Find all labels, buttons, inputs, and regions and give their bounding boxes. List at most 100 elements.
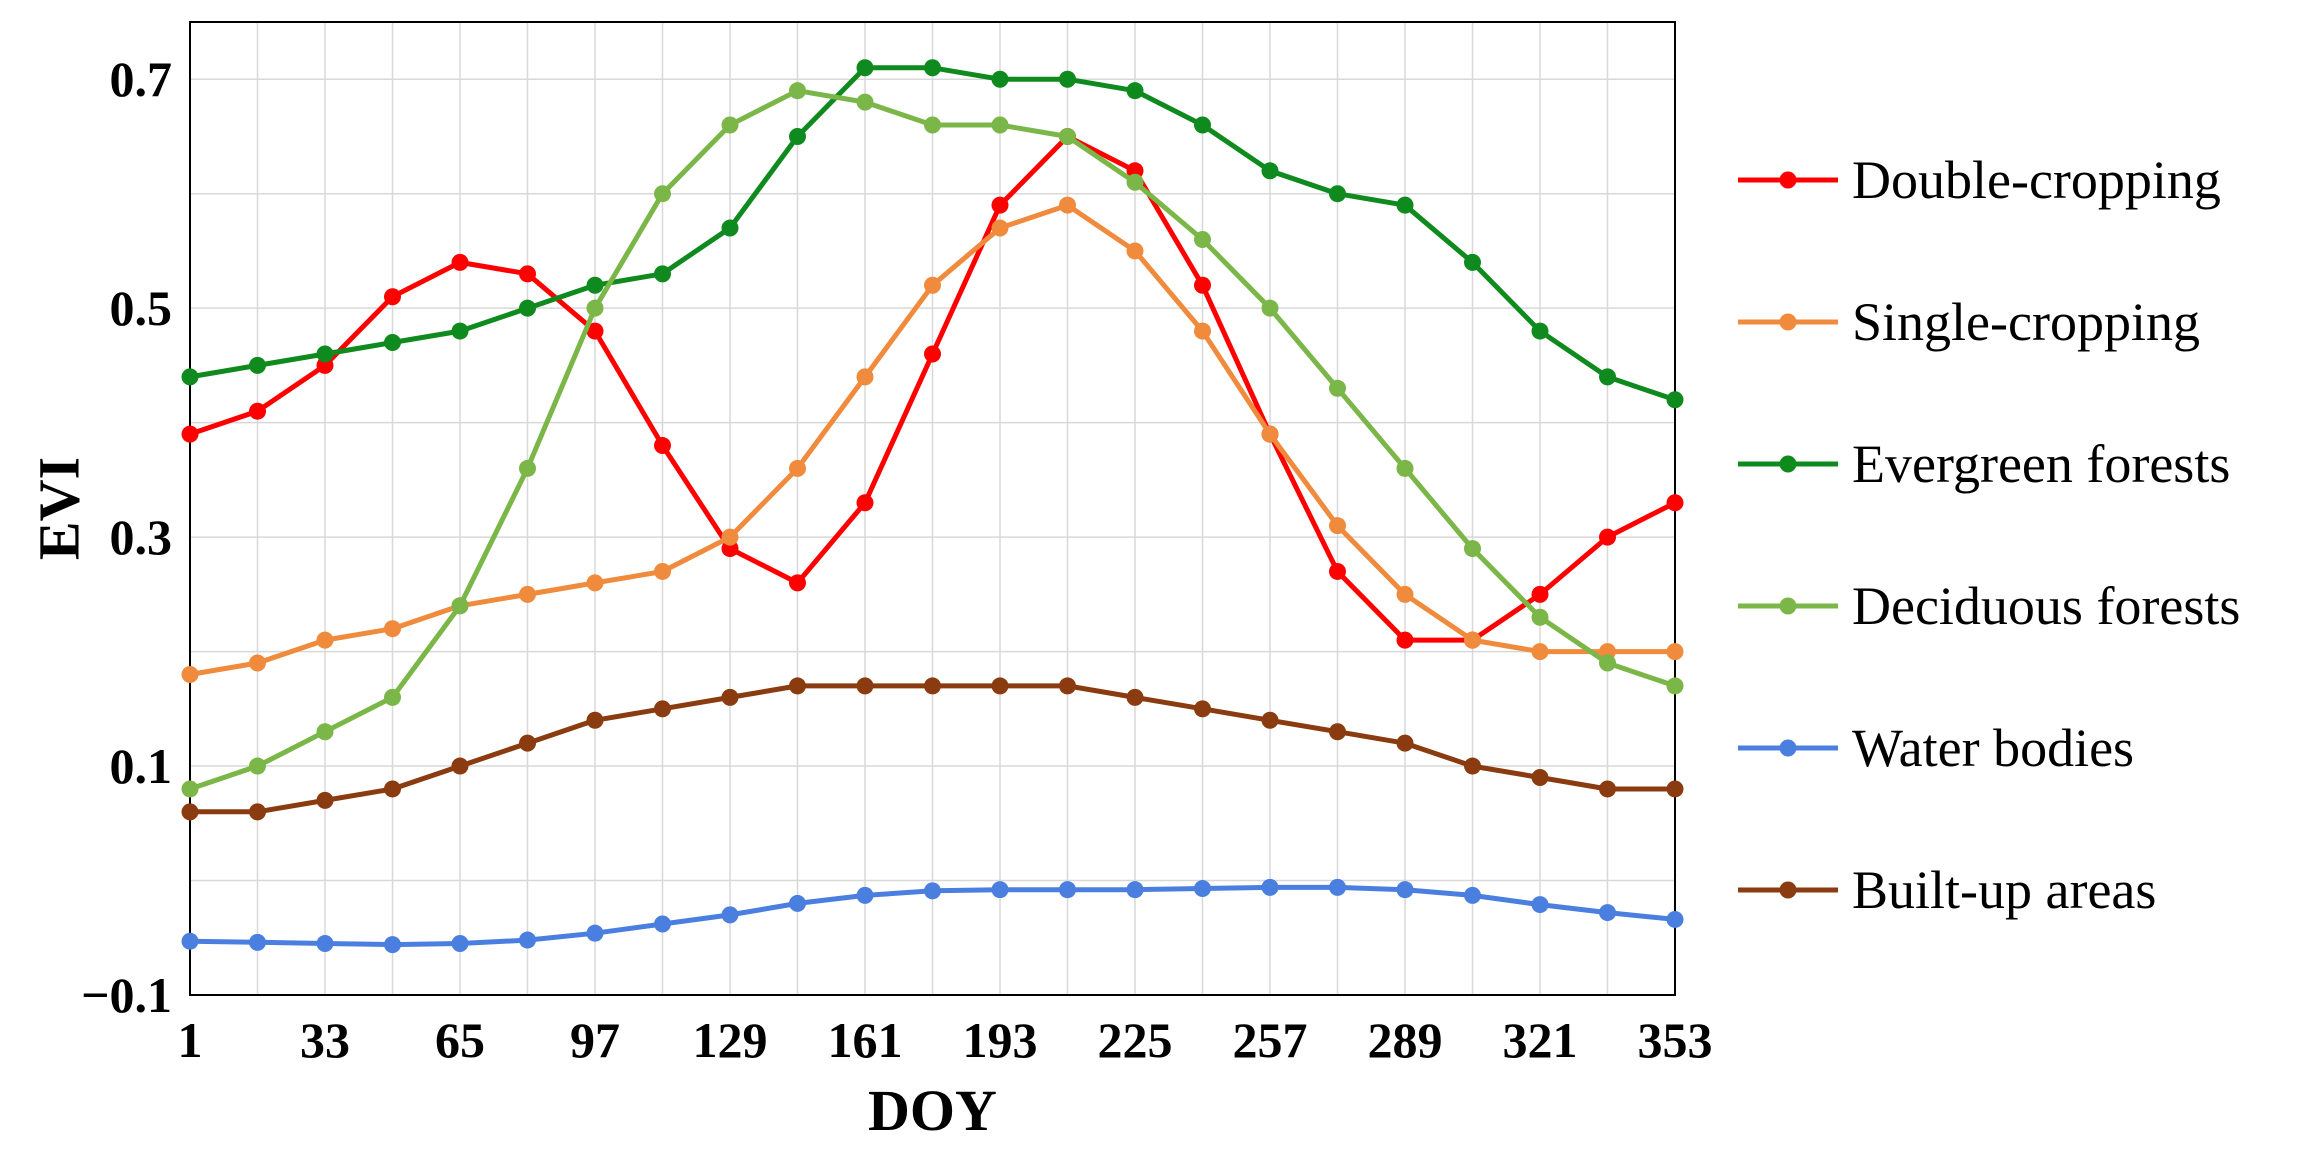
legend-label: Water bodies bbox=[1852, 718, 2134, 778]
data-point bbox=[721, 688, 739, 706]
data-point bbox=[1126, 688, 1144, 706]
data-point bbox=[856, 886, 874, 904]
x-tick-label: 129 bbox=[693, 1012, 768, 1068]
data-point bbox=[1194, 276, 1211, 294]
y-tick-label: −0.1 bbox=[81, 967, 172, 1023]
data-point bbox=[316, 934, 334, 952]
data-point bbox=[1261, 162, 1279, 180]
data-point bbox=[451, 253, 469, 271]
data-point bbox=[1464, 631, 1481, 649]
legend-label: Built-up areas bbox=[1852, 860, 2156, 920]
data-point bbox=[1261, 299, 1279, 317]
data-point bbox=[924, 59, 941, 77]
data-point bbox=[181, 425, 199, 443]
data-point bbox=[384, 620, 401, 638]
data-point bbox=[384, 688, 401, 706]
x-tick-label: 225 bbox=[1098, 1012, 1173, 1068]
y-tick-label: 0.7 bbox=[110, 51, 173, 107]
data-point bbox=[789, 459, 806, 477]
series-single-cropping bbox=[181, 196, 1684, 683]
data-point bbox=[384, 288, 401, 306]
data-point bbox=[519, 459, 536, 477]
data-point bbox=[181, 932, 199, 950]
x-tick-label: 161 bbox=[828, 1012, 903, 1068]
data-point bbox=[1329, 878, 1346, 896]
legend-item: Water bodies bbox=[1738, 718, 2134, 778]
data-point bbox=[451, 934, 469, 952]
legend-swatch-marker bbox=[1779, 455, 1797, 473]
legend-swatch-marker bbox=[1779, 881, 1797, 899]
data-point bbox=[249, 757, 266, 775]
data-point bbox=[789, 82, 806, 100]
x-tick-label: 65 bbox=[435, 1012, 485, 1068]
data-point bbox=[519, 931, 536, 949]
data-point bbox=[451, 757, 469, 775]
data-point bbox=[991, 881, 1009, 899]
x-tick-label: 321 bbox=[1503, 1012, 1578, 1068]
data-point bbox=[384, 936, 401, 954]
data-point bbox=[1531, 643, 1549, 661]
data-point bbox=[1531, 896, 1549, 914]
data-point bbox=[384, 780, 401, 798]
data-point bbox=[316, 791, 334, 809]
x-tick-label: 353 bbox=[1638, 1012, 1713, 1068]
data-point bbox=[181, 368, 199, 386]
legend-swatch-marker bbox=[1779, 597, 1797, 615]
y-axis-title: EVI bbox=[26, 457, 91, 560]
data-point bbox=[924, 882, 941, 900]
data-point bbox=[991, 196, 1009, 214]
data-point bbox=[316, 345, 334, 363]
y-tick-label: 0.5 bbox=[110, 280, 173, 336]
legend: Double-cropping Single-cropping Evergreen … bbox=[1738, 150, 2240, 920]
data-point bbox=[1329, 723, 1346, 741]
x-tick-labels: 1 33 65 97 129 161 193 225 257 289 321 353 bbox=[178, 1012, 1713, 1068]
legend-label: Evergreen forests bbox=[1852, 434, 2230, 494]
data-point bbox=[1059, 196, 1076, 214]
data-point bbox=[991, 677, 1009, 695]
data-point bbox=[1396, 196, 1414, 214]
data-point bbox=[1126, 173, 1144, 191]
data-point bbox=[789, 127, 806, 145]
data-point bbox=[1666, 677, 1684, 695]
data-point bbox=[249, 402, 266, 420]
y-tick-labels: −0.1 0.1 0.3 0.5 0.7 bbox=[81, 51, 172, 1023]
data-point bbox=[1194, 230, 1211, 248]
data-point bbox=[451, 597, 469, 615]
data-point bbox=[1059, 70, 1076, 88]
data-point bbox=[856, 59, 874, 77]
data-point bbox=[1261, 711, 1279, 729]
data-point bbox=[1126, 242, 1144, 260]
legend-item: Double-cropping bbox=[1738, 150, 2221, 210]
x-tick-label: 97 bbox=[570, 1012, 620, 1068]
data-point bbox=[451, 322, 469, 340]
legend-item: Built-up areas bbox=[1738, 860, 2156, 920]
data-point bbox=[1126, 881, 1144, 899]
data-point bbox=[1396, 881, 1414, 899]
data-point bbox=[249, 933, 266, 951]
data-point bbox=[249, 356, 266, 374]
data-point bbox=[1059, 881, 1076, 899]
data-point bbox=[1599, 528, 1616, 546]
data-point bbox=[316, 723, 334, 741]
series-layer bbox=[181, 59, 1684, 954]
data-point bbox=[586, 276, 604, 294]
data-point bbox=[1666, 494, 1684, 512]
data-point bbox=[654, 915, 671, 933]
legend-label: Double-cropping bbox=[1852, 150, 2221, 210]
data-point bbox=[1464, 757, 1481, 775]
data-point bbox=[654, 700, 671, 718]
data-point bbox=[1396, 631, 1414, 649]
data-point bbox=[924, 116, 941, 134]
x-tick-label: 289 bbox=[1368, 1012, 1443, 1068]
data-point bbox=[654, 185, 671, 203]
data-point bbox=[1194, 700, 1211, 718]
data-point bbox=[1396, 734, 1414, 752]
data-point bbox=[991, 116, 1009, 134]
data-point bbox=[856, 677, 874, 695]
data-point bbox=[181, 665, 199, 683]
data-point bbox=[1599, 904, 1616, 922]
data-point bbox=[721, 528, 739, 546]
data-point bbox=[586, 299, 604, 317]
x-tick-label: 193 bbox=[963, 1012, 1038, 1068]
